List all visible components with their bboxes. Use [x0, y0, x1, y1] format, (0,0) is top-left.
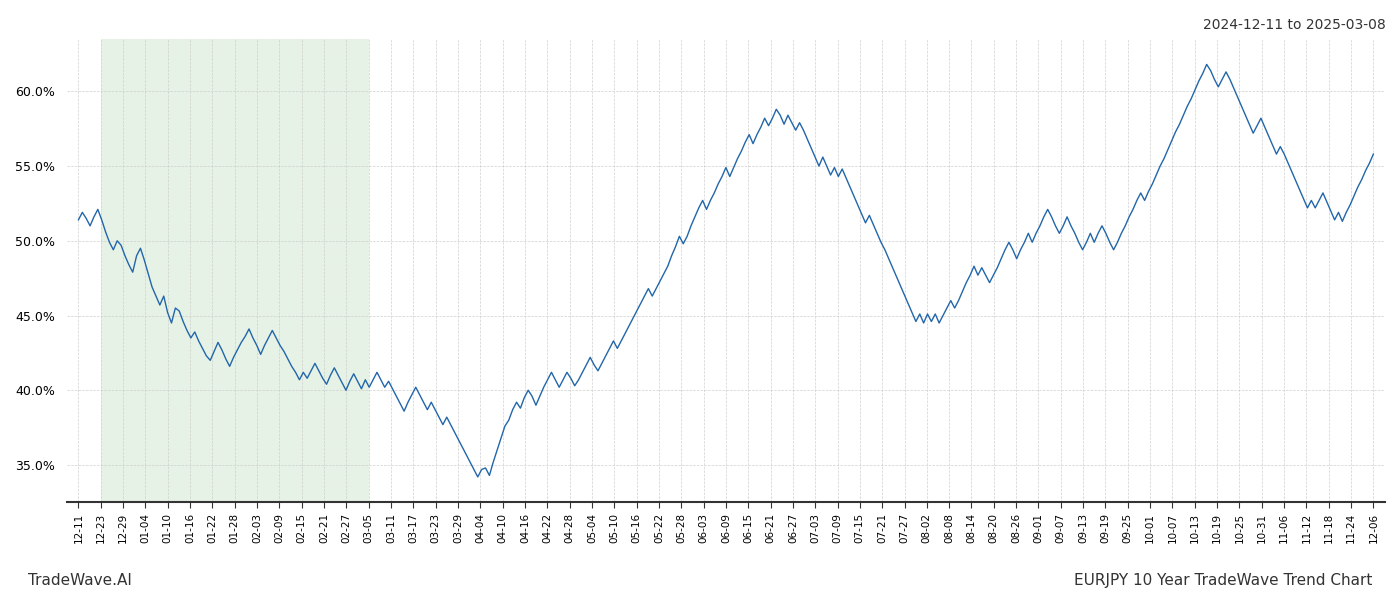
- Text: 2024-12-11 to 2025-03-08: 2024-12-11 to 2025-03-08: [1203, 18, 1386, 32]
- Text: EURJPY 10 Year TradeWave Trend Chart: EURJPY 10 Year TradeWave Trend Chart: [1074, 573, 1372, 588]
- Text: TradeWave.AI: TradeWave.AI: [28, 573, 132, 588]
- Bar: [101, 39, 368, 502]
